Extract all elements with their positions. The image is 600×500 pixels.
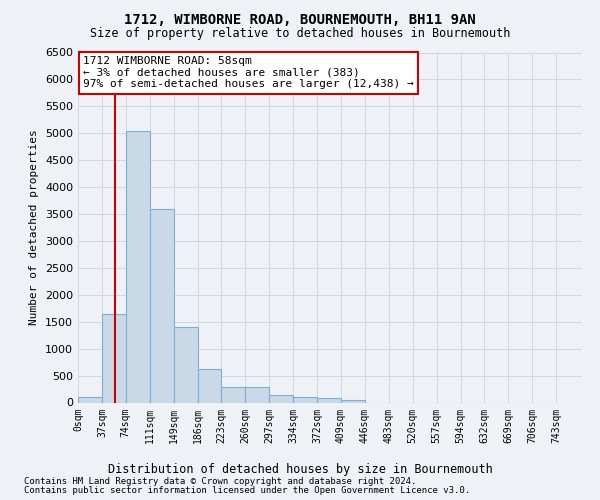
Bar bbox=[126, 130, 150, 402]
Bar bbox=[102, 314, 126, 402]
Text: 1712 WIMBORNE ROAD: 58sqm
← 3% of detached houses are smaller (383)
97% of semi-: 1712 WIMBORNE ROAD: 58sqm ← 3% of detach… bbox=[83, 56, 414, 89]
Bar bbox=[245, 386, 269, 402]
Y-axis label: Number of detached properties: Number of detached properties bbox=[29, 130, 40, 326]
Bar bbox=[221, 386, 245, 402]
Text: Distribution of detached houses by size in Bournemouth: Distribution of detached houses by size … bbox=[107, 462, 493, 475]
Bar bbox=[197, 369, 221, 402]
Bar bbox=[78, 397, 102, 402]
Bar bbox=[269, 394, 293, 402]
Bar bbox=[317, 398, 341, 402]
Bar bbox=[150, 208, 173, 402]
Bar bbox=[173, 327, 197, 402]
Bar bbox=[293, 396, 317, 402]
Bar bbox=[341, 400, 365, 402]
Text: Size of property relative to detached houses in Bournemouth: Size of property relative to detached ho… bbox=[90, 28, 510, 40]
Text: Contains public sector information licensed under the Open Government Licence v3: Contains public sector information licen… bbox=[24, 486, 470, 495]
Text: Contains HM Land Registry data © Crown copyright and database right 2024.: Contains HM Land Registry data © Crown c… bbox=[24, 477, 416, 486]
Text: 1712, WIMBORNE ROAD, BOURNEMOUTH, BH11 9AN: 1712, WIMBORNE ROAD, BOURNEMOUTH, BH11 9… bbox=[124, 12, 476, 26]
